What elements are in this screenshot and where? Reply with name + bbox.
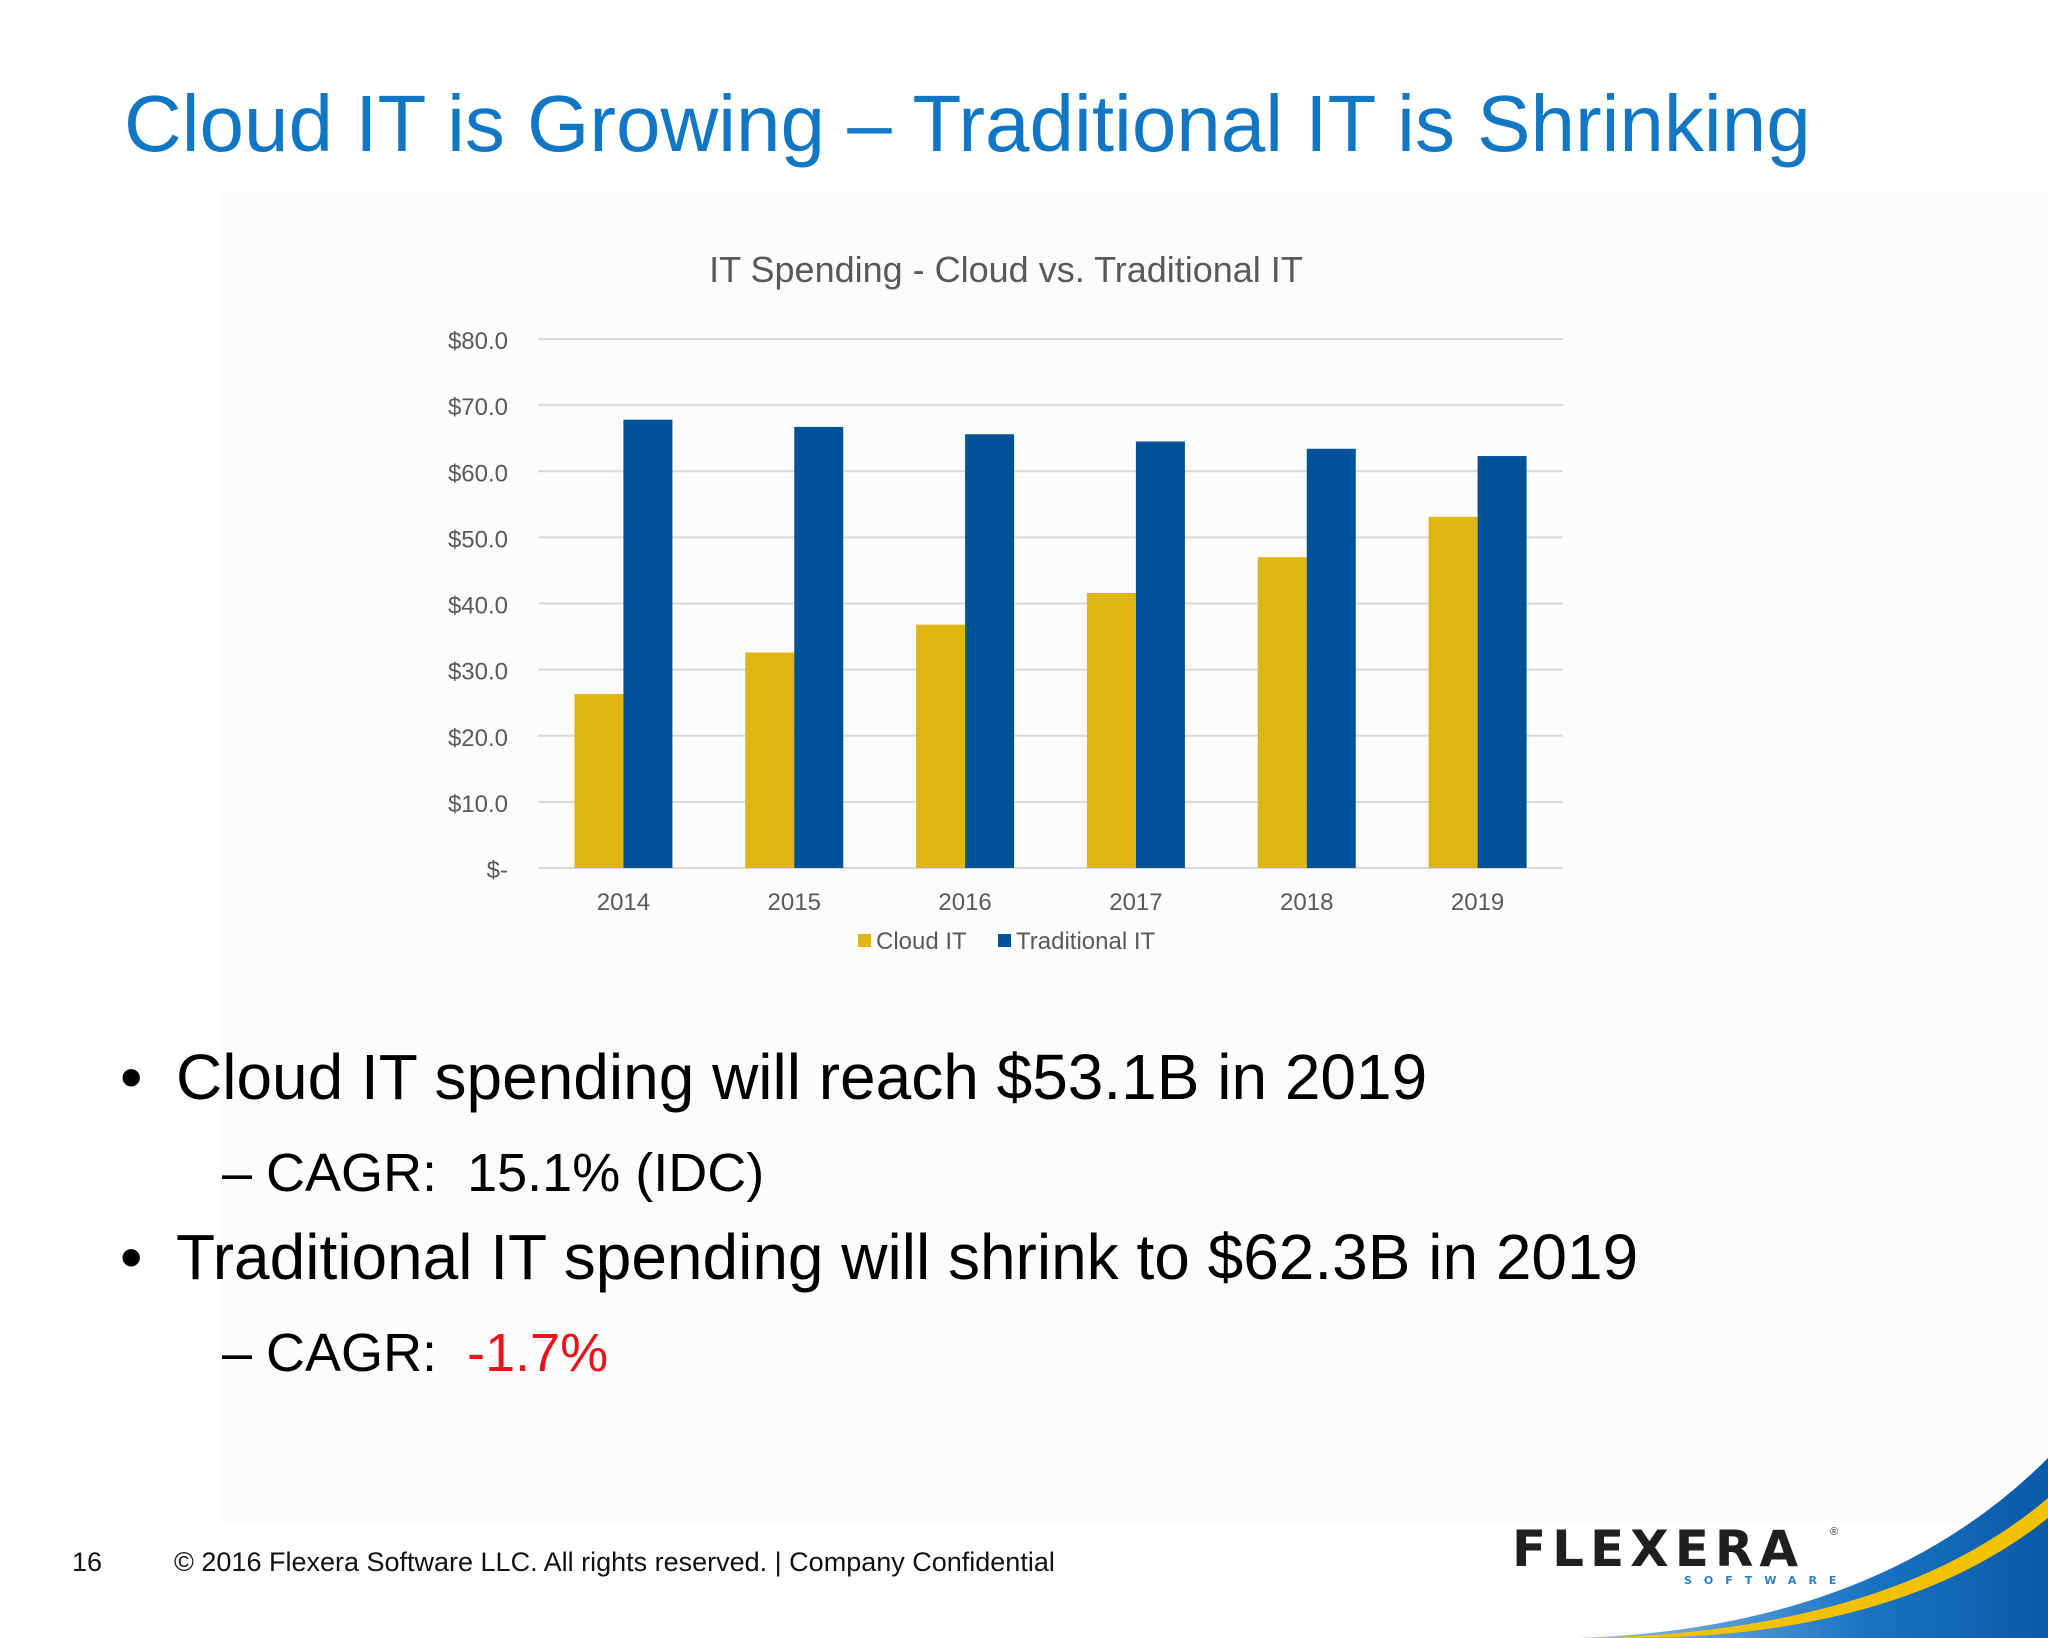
bar-cloud-it-2016	[916, 624, 966, 868]
y-tick-label: $30.0	[448, 659, 508, 686]
bullet-traditional: • Traditional IT spending will shrink to …	[120, 1220, 1638, 1294]
y-tick-label: $10.0	[448, 791, 508, 818]
bar-traditional-it-2019	[1477, 456, 1527, 868]
y-tick-label: $60.0	[448, 460, 508, 487]
logo-registered: ®	[1830, 1526, 1839, 1538]
cagr-traditional-value: -1.7%	[467, 1323, 609, 1383]
y-tick-label: $20.0	[448, 725, 508, 752]
bullet-cloud: • Cloud IT spending will reach $53.1B in …	[120, 1040, 1427, 1114]
bar-traditional-it-2016	[965, 434, 1015, 868]
x-axis-ticks: 2014 2015 2016 2017 2018 2019	[597, 889, 1505, 916]
sub-bullet-cloud-cagr: – CAGR: 15.1% (IDC)	[222, 1142, 764, 1204]
bar-chart: IT Spending - Cloud vs. Traditional IT $…	[448, 249, 1563, 955]
sub-bullet-traditional-cagr: – CAGR: -1.7%	[222, 1322, 608, 1384]
chart-panel: IT Spending - Cloud vs. Traditional IT $…	[218, 192, 2048, 1522]
gridlines	[538, 338, 1563, 869]
y-tick-label: $70.0	[448, 394, 508, 421]
legend: Cloud IT Traditional IT	[858, 928, 1156, 955]
bar-cloud-it-2017	[1086, 592, 1136, 868]
x-tick-label: 2018	[1280, 889, 1333, 916]
sub-bullet-marker: –	[222, 1323, 253, 1383]
y-tick-label: $-	[487, 857, 508, 884]
legend-swatch	[998, 934, 1011, 947]
x-tick-label: 2016	[938, 889, 991, 916]
bar-traditional-it-2018	[1306, 448, 1356, 868]
sub-bullet-marker: –	[222, 1143, 253, 1203]
y-tick-label: $40.0	[448, 593, 508, 620]
logo-subtext: SOFTWARE	[1684, 1574, 1849, 1587]
chart-title: IT Spending - Cloud vs. Traditional IT	[709, 249, 1303, 290]
y-tick-label: $50.0	[448, 526, 508, 553]
bullet-marker: •	[120, 1221, 143, 1293]
legend-label: Cloud IT	[876, 928, 967, 955]
slide-title: Cloud IT is Growing – Traditional IT is …	[124, 79, 1811, 168]
legend-swatch	[858, 934, 871, 947]
bar-cloud-it-2015	[745, 652, 795, 868]
bar-cloud-it-2018	[1257, 557, 1307, 868]
cagr-label: CAGR:	[266, 1143, 438, 1203]
bar-traditional-it-2017	[1135, 441, 1185, 868]
flexera-logo: FLEXERA ® SOFTWARE	[1512, 1520, 1842, 1590]
y-tick-label: $80.0	[448, 328, 508, 355]
bullet-marker: •	[120, 1041, 143, 1113]
footer-copyright: © 2016 Flexera Software LLC. All rights …	[174, 1547, 1055, 1577]
bar-cloud-it-2019	[1428, 516, 1478, 868]
bullet-cloud-text: Cloud IT spending will reach $53.1B in 2…	[176, 1041, 1428, 1113]
legend-label: Traditional IT	[1016, 928, 1156, 955]
bar-cloud-it-2014	[574, 694, 624, 868]
bar-traditional-it-2015	[794, 426, 844, 868]
x-tick-label: 2015	[768, 889, 821, 916]
corner-swoosh	[1578, 1458, 2048, 1638]
cagr-label: CAGR:	[266, 1323, 438, 1383]
bullet-traditional-text: Traditional IT spending will shrink to $…	[176, 1221, 1639, 1293]
bars	[574, 419, 1527, 868]
x-tick-label: 2014	[597, 889, 650, 916]
x-tick-label: 2017	[1109, 889, 1162, 916]
x-tick-label: 2019	[1451, 889, 1504, 916]
logo-wordmark: FLEXERA	[1512, 1520, 1805, 1578]
bar-traditional-it-2014	[623, 419, 673, 868]
y-axis-ticks: $- $10.0 $20.0 $30.0 $40.0 $50.0 $60.0 $70.0 $80…	[448, 328, 508, 884]
page-number: 16	[72, 1547, 103, 1577]
cagr-cloud-value: 15.1% (IDC)	[467, 1143, 765, 1203]
